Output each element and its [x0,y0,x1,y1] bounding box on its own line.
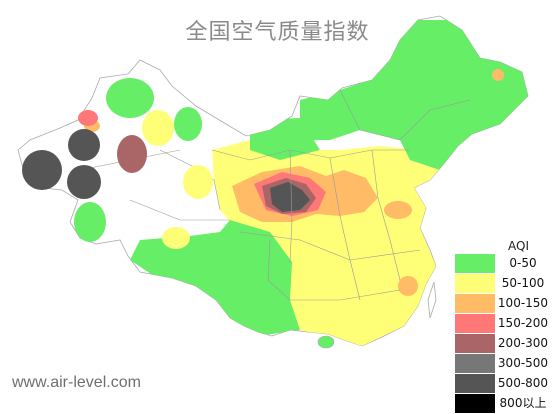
aqi-region-sensitive-south [398,276,418,296]
legend-swatch [455,374,495,393]
aqi-blob-west-11 [78,110,98,126]
legend-swatch [455,254,495,273]
aqi-region-good-southwest [130,220,300,336]
legend-item: 300-500 [455,354,551,373]
aqi-region-good-northeast [300,20,528,170]
aqi-blob-west-8 [74,202,106,242]
legend-item: 50-100 [455,274,551,293]
legend-label: 300-500 [495,354,551,373]
legend-title: AQI [508,239,529,253]
aqi-legend: AQI 0-50 50-100 100-150 150-200 200-300 … [455,238,551,414]
aqi-blob-west-5 [142,110,174,146]
legend-label: 100-150 [495,294,551,313]
legend-item: 500-800 [455,374,551,393]
aqi-blob-west-6 [174,107,202,141]
legend-item: 800以上 [455,394,551,413]
aqi-region-sensitive-ne [492,69,504,81]
legend-item: 0-50 [455,254,551,273]
legend-swatch [455,334,495,353]
site-watermark: www.air-level.com [12,374,141,391]
legend-swatch [455,394,495,413]
province-borders [79,89,471,301]
legend-label: 500-800 [495,374,551,393]
taiwan-island [427,281,437,319]
legend-label: 50-100 [495,274,551,293]
legend-swatch [455,314,495,333]
aqi-blob-west-1 [22,150,62,190]
legend-swatch [455,354,495,373]
map-title: 全国空气质量指数 [185,20,370,45]
legend-label: 200-300 [495,334,551,353]
aqi-blob-west-4 [117,135,147,173]
legend-swatch [455,274,495,293]
legend-item: 100-150 [455,294,551,313]
legend-label: 0-50 [495,254,551,273]
aqi-blob-west-2 [68,129,100,161]
legend-label: 150-200 [495,314,551,333]
aqi-region-hazardous-core [270,182,310,212]
aqi-blob-west-7 [183,165,213,199]
aqi-blob-west-3 [67,165,101,199]
aqi-blob-west-10 [106,78,154,118]
legend-swatch [455,294,495,313]
legend-item: 200-300 [455,334,551,353]
china-aqi-map [17,15,529,349]
hainan-island [317,335,335,349]
aqi-blob-west-9 [162,227,190,249]
aqi-region-sensitive-east [384,201,412,219]
legend-item: 150-200 [455,314,551,333]
legend-label: 800以上 [495,394,551,413]
